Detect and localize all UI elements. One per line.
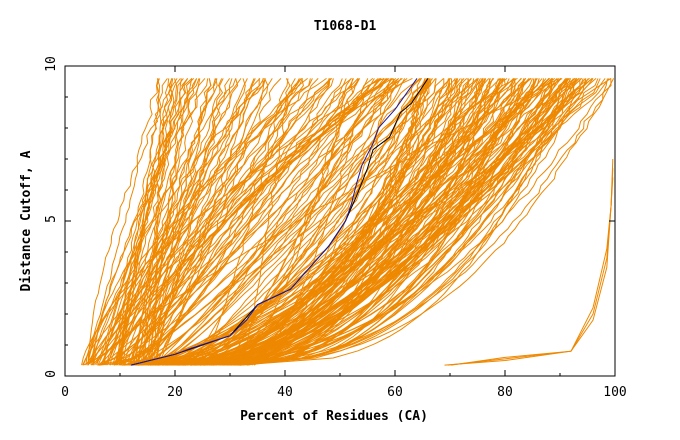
model-curve [239,78,571,366]
model-curve [197,78,479,366]
model-curve [152,78,499,366]
model-curve [147,78,576,366]
model-curve [238,78,577,366]
model-curve [158,78,444,366]
model-curve [87,77,327,366]
model-curve [109,78,436,366]
model-curve [135,77,612,366]
model-curve [153,78,392,366]
y-axis-label: Distance Cutoff, A [19,150,34,291]
x-axis-label: Percent of Residues (CA) [240,409,428,424]
model-curve [222,78,562,366]
model-curve [136,78,173,366]
model-curve [197,78,522,366]
highlight-curves [130,78,429,366]
model-curve [82,78,360,366]
model-curve [164,78,601,366]
model-curve [92,78,237,366]
x-tick-label: 60 [387,385,403,400]
model-curve [118,78,397,366]
model-curve [117,78,201,366]
model-curve [186,78,399,366]
model-curve [204,78,487,366]
model-curve [148,78,224,366]
y-axis: 0 5 10 [44,56,615,378]
model-curve [98,78,260,366]
model-curve [83,78,347,366]
model-curve [92,78,209,366]
model-curve [240,78,428,366]
model-curve [136,78,302,366]
model-curve [100,77,423,366]
model-curve [118,78,182,366]
highlight-curve-blue [130,78,418,366]
model-curve [240,78,559,366]
model-curve [87,77,399,366]
model-curve [90,78,200,366]
model-curve [187,78,551,366]
model-curve [148,78,188,366]
model-curve [200,78,612,366]
model-curve [236,78,429,366]
model-curve [112,77,382,366]
model-curve [218,78,527,366]
model-curve [128,78,429,366]
model-curve [115,78,160,366]
model-curve [120,78,195,366]
model-curve [192,78,430,366]
x-tick-label: 80 [497,385,513,400]
model-curve [173,78,461,366]
model-curve [230,78,426,366]
model-curve [87,78,178,366]
x-tick-label: 100 [603,385,626,400]
model-curve [123,78,264,366]
model-curve [96,78,181,366]
x-tick-label: 40 [277,385,293,400]
model-curve [183,78,580,366]
model-curve [153,78,395,366]
model-curve-outlier [451,177,614,366]
model-curve [170,78,545,366]
model-curve [138,78,486,366]
model-curve [140,78,386,366]
x-tick-label: 0 [61,385,69,400]
model-curve [196,78,568,366]
model-curve [225,78,506,366]
model-curve [226,78,381,366]
model-curve [104,78,304,366]
model-curve [200,78,465,366]
model-curve [211,78,452,366]
model-curve [161,78,433,366]
model-curve [229,78,517,366]
y-tick-label: 0 [44,370,59,378]
model-curves [81,77,615,366]
y-tick-label: 5 [44,215,59,223]
x-axis: 0 20 40 60 80 100 [61,66,627,400]
model-curve [105,78,174,366]
model-curve [126,78,304,366]
model-curve [158,78,484,366]
model-curve [231,78,472,366]
model-curve [134,78,515,366]
model-curve [203,78,610,366]
model-curve [240,78,562,366]
model-curve [166,78,428,366]
model-curve [82,78,159,366]
model-curve [87,78,333,366]
model-curve [198,78,289,366]
model-curve [133,78,343,366]
model-curve [156,78,218,366]
model-curve [136,78,311,366]
model-curve [214,77,508,366]
model-curve [144,78,282,366]
model-curve [113,78,426,366]
chart-title: T1068-D1 [314,19,377,34]
x-tick-label: 20 [167,385,183,400]
model-curve [228,78,352,366]
model-curve [238,78,451,366]
y-tick-label: 10 [44,56,59,72]
model-curve [189,78,615,366]
model-curve [153,78,231,366]
